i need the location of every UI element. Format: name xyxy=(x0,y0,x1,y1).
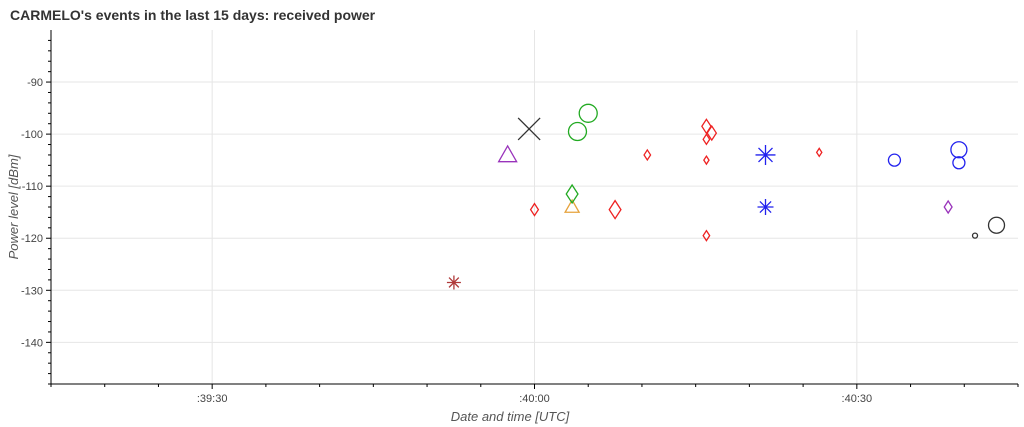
grid xyxy=(51,30,1018,384)
data-point xyxy=(567,121,588,142)
x-axis: :39:30:40:00:40:30:41:00:41:30:42:00 xyxy=(50,384,1019,405)
x-axis-label: Date and time [UTC] xyxy=(451,409,570,424)
data-point xyxy=(702,133,711,146)
y-tick-label: -140 xyxy=(21,337,43,349)
y-tick-label: -130 xyxy=(21,285,43,297)
data-point xyxy=(971,232,979,239)
data-point xyxy=(706,124,718,142)
data-point xyxy=(703,154,710,166)
x-tick-label: :39:30 xyxy=(197,393,228,405)
x-tick-label: :40:30 xyxy=(842,393,873,405)
data-point xyxy=(702,229,711,242)
data-point xyxy=(952,156,966,170)
data-point xyxy=(578,103,598,123)
y-tick-label: -120 xyxy=(21,233,43,245)
y-axis-label: Power level [dBm] xyxy=(6,154,21,259)
data-point xyxy=(446,275,461,290)
data-point xyxy=(987,216,1006,234)
data-point xyxy=(755,144,776,165)
data-point xyxy=(529,202,540,217)
chart-title: CARMELO's events in the last 15 days: re… xyxy=(10,7,376,23)
data-point xyxy=(815,147,823,158)
y-tick-label: -110 xyxy=(22,181,43,193)
data-point xyxy=(643,148,652,162)
data-point xyxy=(497,144,518,163)
data-point xyxy=(887,153,902,167)
data-point xyxy=(563,198,581,213)
data-point xyxy=(565,183,579,205)
x-tick-label: :40:00 xyxy=(519,393,550,405)
y-tick-label: -90 xyxy=(27,77,43,89)
data-point xyxy=(517,117,541,141)
y-axis: -90 -100 -110 -120 -130 -140 xyxy=(21,39,51,385)
data-point xyxy=(757,199,774,215)
data-point xyxy=(701,118,712,135)
data-point xyxy=(608,199,622,220)
data-point xyxy=(943,199,953,215)
data-points xyxy=(446,103,1006,290)
data-point xyxy=(950,141,968,159)
y-tick-label: -100 xyxy=(21,129,43,141)
